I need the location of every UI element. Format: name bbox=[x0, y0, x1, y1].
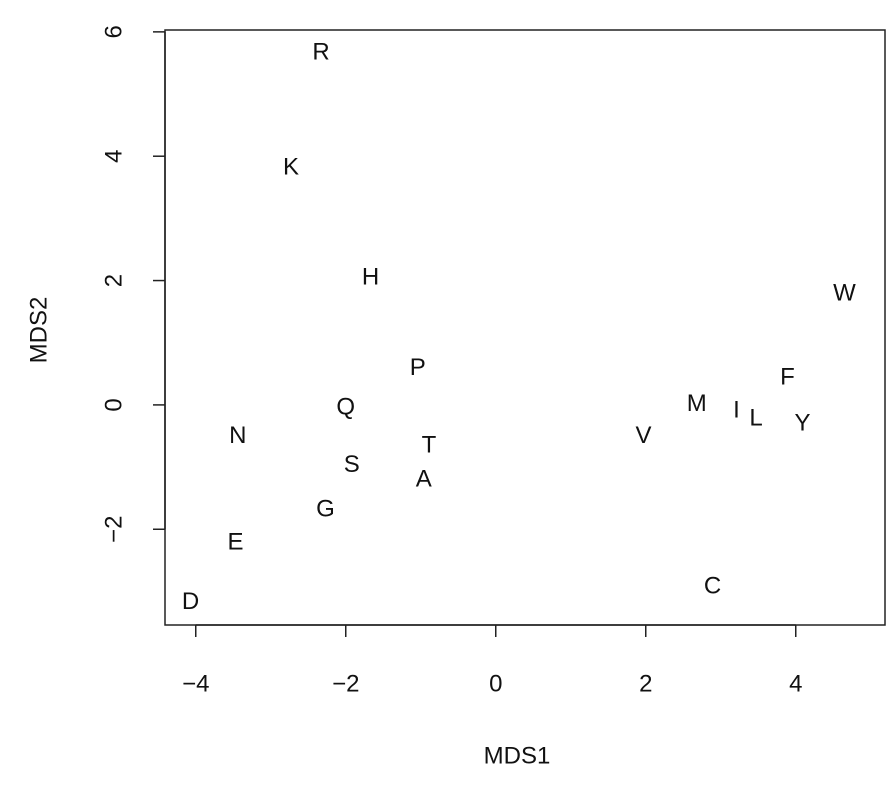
point-label: N bbox=[229, 422, 246, 449]
point-label: F bbox=[780, 364, 795, 391]
x-tick-label: 0 bbox=[489, 670, 502, 697]
point-label: M bbox=[687, 390, 707, 417]
point-label: Q bbox=[336, 393, 355, 420]
point-label: W bbox=[833, 280, 856, 307]
point-label: K bbox=[283, 153, 299, 180]
point-label: P bbox=[410, 354, 426, 381]
point-label: R bbox=[312, 38, 329, 65]
point-label: A bbox=[416, 465, 432, 492]
point-label: Y bbox=[794, 410, 810, 437]
x-tick-label: −4 bbox=[182, 670, 209, 697]
y-tick-label: −2 bbox=[100, 516, 127, 543]
point-label: V bbox=[635, 422, 651, 449]
y-tick-label: 0 bbox=[100, 398, 127, 411]
point-label: T bbox=[422, 431, 437, 458]
point-label: D bbox=[182, 588, 199, 615]
point-label: C bbox=[704, 572, 721, 599]
point-label: H bbox=[362, 263, 379, 290]
point-label: E bbox=[227, 528, 243, 555]
y-tick-label: 2 bbox=[100, 274, 127, 287]
x-tick-label: 2 bbox=[639, 670, 652, 697]
point-label: G bbox=[316, 495, 335, 522]
y-tick-label: 4 bbox=[100, 150, 127, 163]
x-tick-label: 4 bbox=[789, 670, 802, 697]
point-label: L bbox=[749, 405, 762, 432]
plot-frame bbox=[164, 29, 886, 626]
y-axis-label: MDS2 bbox=[25, 297, 52, 364]
point-label: I bbox=[733, 396, 740, 423]
y-tick-label: 6 bbox=[100, 25, 127, 38]
point-label: S bbox=[344, 451, 360, 478]
x-axis-label: MDS1 bbox=[484, 742, 551, 769]
x-tick-label: −2 bbox=[332, 670, 359, 697]
